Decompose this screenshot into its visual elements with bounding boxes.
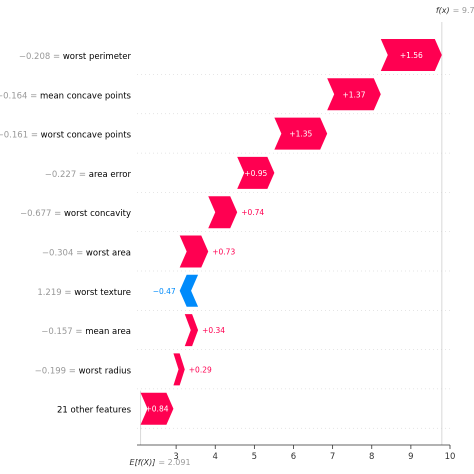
bar-value-label: +0.34 bbox=[202, 326, 225, 335]
feature-label: −0.161 = worst concave points bbox=[0, 131, 132, 141]
feature-equals: = bbox=[66, 366, 79, 376]
bar-value-label: +0.29 bbox=[189, 365, 212, 374]
feature-label: −0.208 = worst perimeter bbox=[19, 52, 132, 62]
x-tick-label: 5 bbox=[252, 452, 257, 462]
feature-value: −0.157 bbox=[41, 327, 72, 337]
feature-name: mean area bbox=[85, 327, 131, 337]
feature-value: −0.208 bbox=[19, 52, 50, 62]
feature-equals: = bbox=[62, 288, 75, 298]
feature-name: worst radius bbox=[79, 366, 132, 376]
feature-equals: = bbox=[50, 52, 63, 62]
x-tick-label: 10 bbox=[445, 452, 456, 462]
feature-equals: = bbox=[28, 131, 41, 141]
feature-value: −0.227 bbox=[45, 170, 76, 180]
bar-positive bbox=[274, 117, 328, 150]
feature-label: 21 other features bbox=[57, 406, 132, 416]
feature-name: worst perimeter bbox=[63, 52, 132, 62]
bar-positive bbox=[327, 78, 381, 111]
feature-name: worst concavity bbox=[64, 209, 131, 219]
feature-name: worst texture bbox=[74, 288, 131, 298]
feature-equals: = bbox=[73, 327, 86, 337]
feature-label: −0.164 = mean concave points bbox=[0, 91, 132, 101]
feature-name: mean concave points bbox=[40, 91, 132, 101]
feature-label: −0.304 = worst area bbox=[42, 249, 131, 259]
fx-value: = 9.791 bbox=[453, 6, 474, 15]
bar-positive bbox=[140, 392, 174, 425]
bar-negative bbox=[179, 274, 199, 307]
feature-equals: = bbox=[51, 209, 64, 219]
feature-name: 21 other features bbox=[57, 406, 132, 416]
bar-value-label: +1.35 bbox=[289, 130, 312, 139]
x-tick-label: 6 bbox=[291, 452, 296, 462]
feature-label: −0.157 = mean area bbox=[41, 327, 131, 337]
fx-label: f(x)= 9.791 bbox=[436, 6, 474, 15]
x-tick-label: 3 bbox=[173, 452, 178, 462]
bar-value-label: +1.37 bbox=[342, 90, 365, 99]
bar-value-label: +0.74 bbox=[241, 208, 264, 217]
x-tick-label: 8 bbox=[369, 452, 374, 462]
bar-value-label: +1.56 bbox=[400, 51, 423, 60]
x-tick-label: 9 bbox=[408, 452, 413, 462]
feature-equals: = bbox=[27, 91, 40, 101]
bar-positive bbox=[173, 353, 185, 386]
efx-prefix: E[f(X)] bbox=[130, 458, 156, 467]
feature-name: worst concave points bbox=[41, 131, 132, 141]
feature-value: −0.164 bbox=[0, 91, 27, 101]
feature-value: 1.219 bbox=[37, 288, 61, 298]
bar-value-label: +0.95 bbox=[244, 169, 267, 178]
feature-name: area error bbox=[89, 170, 132, 180]
x-tick-label: 4 bbox=[213, 452, 218, 462]
bar-positive bbox=[184, 314, 199, 347]
feature-value: −0.304 bbox=[42, 249, 73, 259]
bar-positive bbox=[380, 39, 442, 71]
bar-positive bbox=[237, 156, 275, 189]
feature-name: worst area bbox=[86, 249, 131, 259]
feature-label: −0.199 = worst radius bbox=[35, 366, 132, 376]
feature-equals: = bbox=[73, 249, 86, 259]
bar-value-label: +0.84 bbox=[146, 405, 169, 414]
efx-label: E[f(X)] = 2.091 bbox=[130, 458, 191, 467]
feature-label: −0.227 = area error bbox=[45, 170, 132, 180]
bar-positive bbox=[179, 235, 209, 268]
bar-value-label: +0.73 bbox=[212, 248, 235, 257]
feature-value: −0.677 bbox=[20, 209, 51, 219]
feature-label: 1.219 = worst texture bbox=[37, 288, 131, 298]
feature-value: −0.161 bbox=[0, 131, 28, 141]
efx-value: = 2.091 bbox=[158, 458, 190, 467]
feature-label: −0.677 = worst concavity bbox=[20, 209, 131, 219]
bar-positive bbox=[208, 196, 238, 229]
x-tick-label: 7 bbox=[330, 452, 335, 462]
feature-value: −0.199 bbox=[35, 366, 66, 376]
fx-prefix: f(x) bbox=[436, 6, 450, 15]
bar-value-label: −0.47 bbox=[153, 287, 176, 296]
feature-equals: = bbox=[76, 170, 89, 180]
